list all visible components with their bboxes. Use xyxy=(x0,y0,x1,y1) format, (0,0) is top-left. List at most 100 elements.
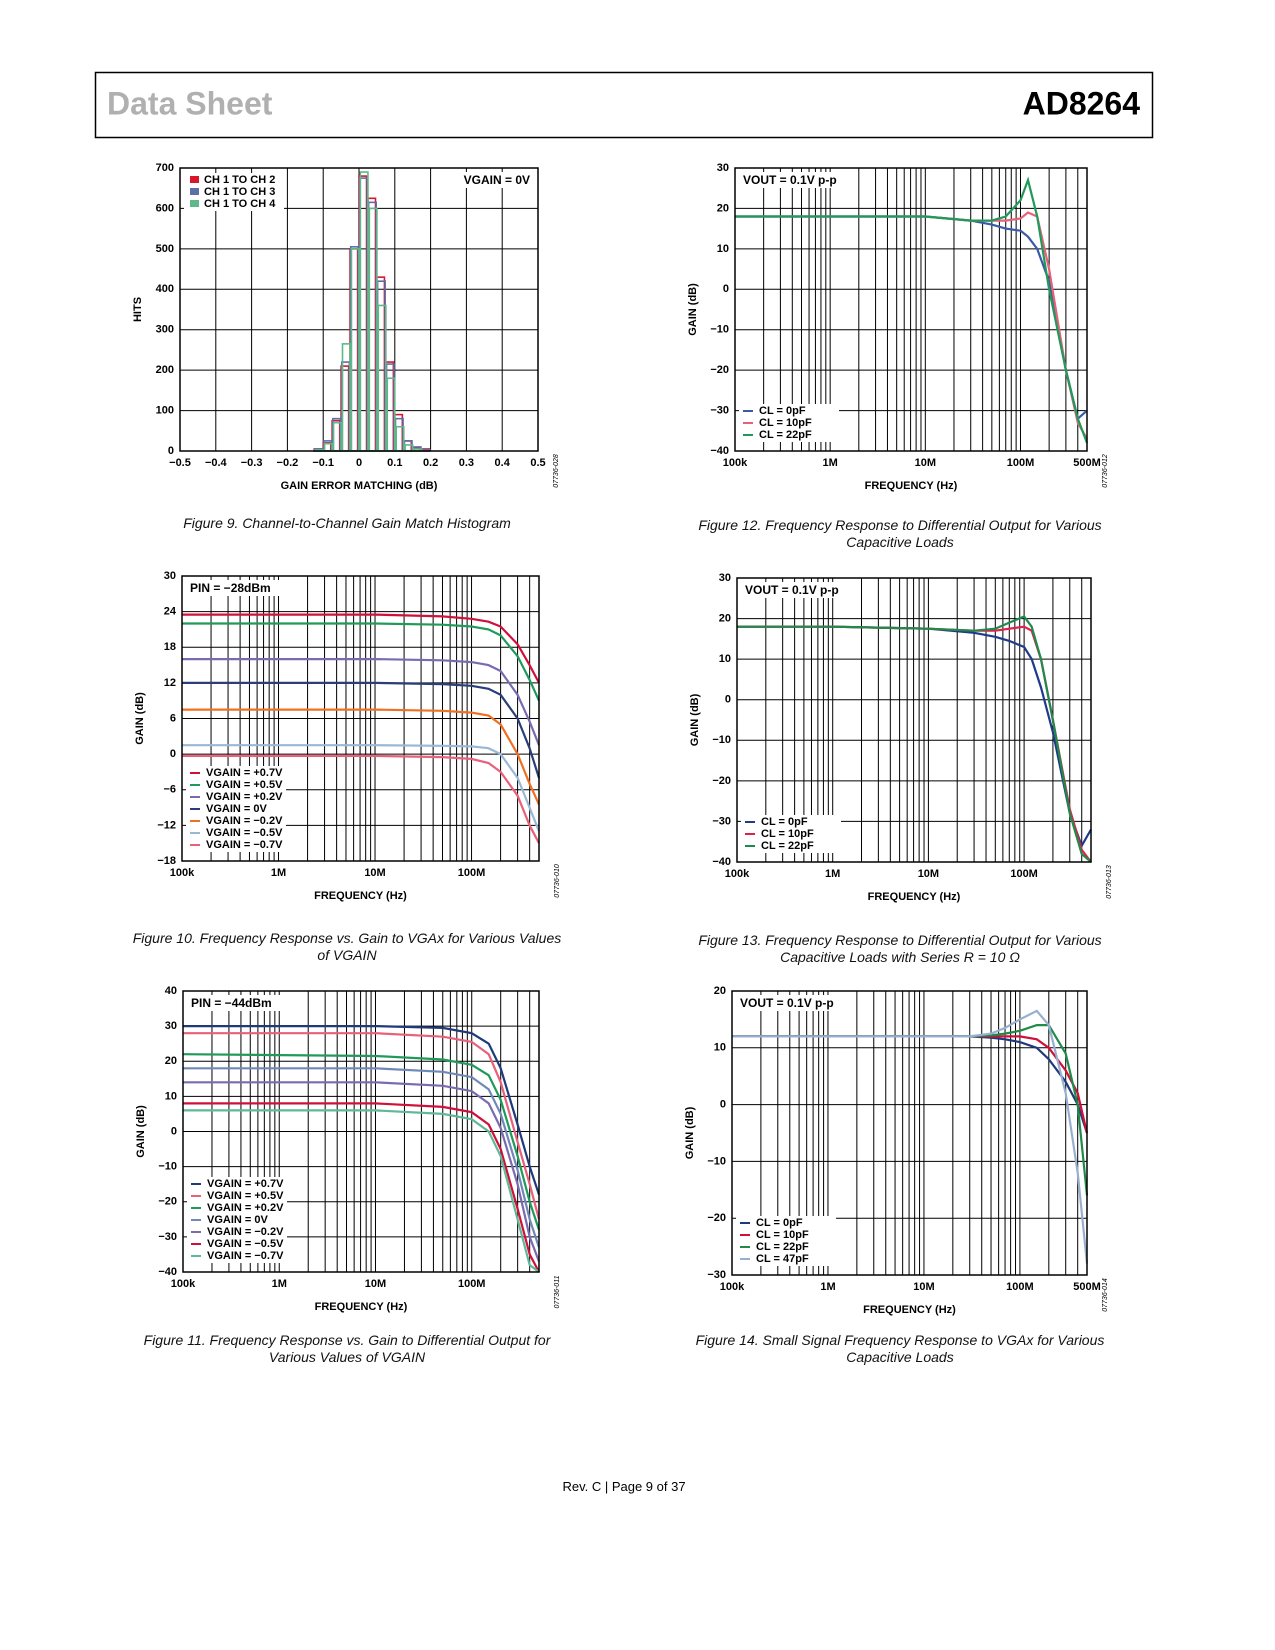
annotation-box xyxy=(736,995,831,1011)
series-line xyxy=(182,708,541,806)
x-axis-label: FREQUENCY (Hz) xyxy=(314,890,407,902)
legend-label: CL = 22pF xyxy=(759,429,812,441)
footer: Rev. C | Page 9 of 37 xyxy=(562,1479,686,1494)
y-tick-label: 12 xyxy=(164,677,176,689)
histogram-bar xyxy=(368,207,378,452)
legend-label: VGAIN = 0V xyxy=(206,803,267,815)
series-line xyxy=(183,1109,540,1273)
annotation-box xyxy=(741,582,836,598)
legend-label: VGAIN = +0.2V xyxy=(207,1202,284,1214)
plot-frame xyxy=(736,577,1092,863)
series-line xyxy=(737,615,1092,863)
y-tick-label: 20 xyxy=(719,612,731,624)
y-tick-label: −20 xyxy=(712,775,731,787)
x-tick-label: 1M xyxy=(823,457,838,469)
y-tick-label: −18 xyxy=(157,855,176,867)
y-tick-label: 300 xyxy=(156,324,174,336)
caption: Figure 13. Frequency Response to Differe… xyxy=(698,932,1102,965)
legend-label: VGAIN = +0.7V xyxy=(206,767,283,779)
figure-code: 07736-014 xyxy=(1102,1278,1109,1312)
y-tick-label: −30 xyxy=(158,1231,177,1243)
y-tick-label: 0 xyxy=(725,694,731,706)
annotation-box xyxy=(187,995,282,1011)
y-tick-label: 200 xyxy=(156,364,174,376)
y-tick-label: −10 xyxy=(707,1155,726,1167)
y-tick-label: 500 xyxy=(156,243,174,255)
plot-frame xyxy=(179,167,539,452)
y-tick-label: 40 xyxy=(165,985,177,997)
plot-frame xyxy=(182,990,540,1273)
x-tick-label: 0.3 xyxy=(459,457,474,469)
y-axis-label: HITS xyxy=(132,297,144,322)
y-tick-label: 100 xyxy=(156,404,174,416)
legend-label: VGAIN = −0.7V xyxy=(206,839,283,851)
header-box xyxy=(94,71,1154,139)
x-tick-label: 10M xyxy=(364,867,385,879)
histogram-bar xyxy=(404,444,414,452)
figure-code: 07736-010 xyxy=(554,864,561,898)
legend-box xyxy=(186,766,286,852)
legend-label: VGAIN = +0.5V xyxy=(207,1190,284,1202)
legend-swatch xyxy=(190,176,199,183)
legend-label: VGAIN = −0.2V xyxy=(207,1226,284,1238)
x-tick-label: −0.1 xyxy=(312,457,334,469)
legend-label: CL = 22pF xyxy=(756,1241,809,1253)
series-line xyxy=(735,176,1089,444)
y-tick-label: 30 xyxy=(164,570,176,582)
caption: Figure 10. Frequency Response vs. Gain t… xyxy=(132,930,562,963)
x-tick-label: 10M xyxy=(365,1278,386,1290)
x-tick-label: 1M xyxy=(272,1278,287,1290)
annotation: VOUT = 0.1V p-p xyxy=(740,996,834,1010)
figure-code: 07736-011 xyxy=(554,1275,561,1308)
histogram-bar xyxy=(332,421,342,452)
series-line xyxy=(182,658,541,746)
x-tick-label: 100M xyxy=(1010,868,1038,880)
legend-box xyxy=(741,815,841,853)
legend-box xyxy=(187,1177,287,1263)
x-tick-label: 100M xyxy=(1007,457,1035,469)
legend-label: CL = 0pF xyxy=(761,816,808,828)
legend-label: VGAIN = +0.2V xyxy=(206,791,283,803)
x-tick-label: 0.4 xyxy=(495,457,511,469)
y-tick-label: 20 xyxy=(714,985,726,997)
plot-frame xyxy=(734,167,1088,452)
legend-label: VGAIN = +0.7V xyxy=(207,1178,284,1190)
annotation: VOUT = 0.1V p-p xyxy=(743,173,837,187)
legend-swatch xyxy=(190,188,199,195)
legend-box xyxy=(739,404,839,442)
caption: Figure 14. Small Signal Frequency Respon… xyxy=(695,1332,1105,1365)
legend-label: CL = 22pF xyxy=(761,840,814,852)
plot-frame xyxy=(181,575,540,862)
x-tick-label: 0.1 xyxy=(387,457,402,469)
legend-label: CH 1 TO CH 2 xyxy=(204,174,275,186)
legend-label: CH 1 TO CH 3 xyxy=(204,186,275,198)
y-tick-label: 30 xyxy=(717,162,729,174)
legend-swatch xyxy=(190,200,199,207)
annotation-box xyxy=(186,580,281,596)
y-tick-label: −12 xyxy=(157,819,176,831)
header-right: AD8264 xyxy=(1023,85,1141,121)
x-tick-label: 100M xyxy=(1006,1281,1034,1293)
annotation-box xyxy=(739,172,834,188)
y-tick-label: −40 xyxy=(158,1266,177,1278)
histogram-bar xyxy=(386,377,396,452)
x-tick-label: 100k xyxy=(720,1281,745,1293)
y-tick-label: 30 xyxy=(165,1020,177,1032)
x-axis-label: FREQUENCY (Hz) xyxy=(868,891,961,903)
series-line xyxy=(182,744,541,832)
figure-code: 07736-013 xyxy=(1106,865,1113,899)
y-tick-label: 18 xyxy=(164,641,176,653)
x-tick-label: 10M xyxy=(915,457,936,469)
y-tick-label: −6 xyxy=(163,784,176,796)
series-line xyxy=(182,1053,541,1231)
y-tick-label: 20 xyxy=(717,202,729,214)
y-tick-label: −40 xyxy=(712,856,731,868)
x-tick-label: −0.4 xyxy=(205,457,228,469)
histogram-bar xyxy=(323,442,333,452)
x-tick-label: 0.5 xyxy=(530,457,545,469)
series-line xyxy=(182,754,540,844)
x-tick-label: 1M xyxy=(820,1281,835,1293)
legend-label: CH 1 TO CH 4 xyxy=(204,198,276,210)
y-tick-label: 20 xyxy=(165,1055,177,1067)
legend-label: VGAIN = −0.2V xyxy=(206,815,283,827)
